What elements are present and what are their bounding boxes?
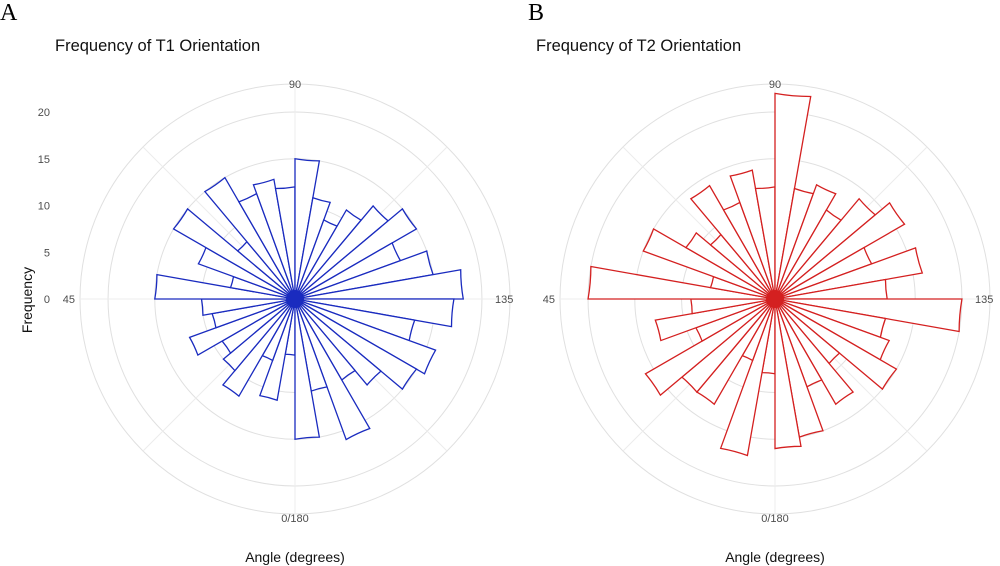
chart-title: Frequency of T1 Orientation (55, 37, 260, 55)
angle-tick-label: 135 (495, 294, 513, 306)
bar (684, 231, 776, 300)
bars (587, 92, 963, 457)
bar (774, 201, 906, 300)
panel-a: A Frequency of T1 Orientation 0 5 10 15 20 0… (0, 0, 513, 565)
radial-tick-label: 15 (38, 154, 50, 166)
angle-tick-label: 45 (543, 294, 555, 306)
bar (294, 298, 382, 386)
bar (222, 298, 296, 372)
radial-tick-labels: 0 5 10 15 20 (38, 107, 50, 306)
angle-tick-label: 90 (769, 79, 781, 91)
bar (203, 176, 296, 300)
angle-tick-label: 0/180 (761, 513, 789, 525)
panel-letter: A (0, 0, 18, 26)
bar (188, 298, 296, 357)
panel-letter: B (528, 0, 544, 26)
angle-tick-label: 45 (63, 294, 75, 306)
x-axis-title: Angle (degrees) (245, 549, 345, 565)
radial-tick-label: 10 (38, 201, 50, 213)
chart-title: Frequency of T2 Orientation (536, 37, 741, 55)
radial-tick-label: 20 (38, 107, 50, 119)
bar (294, 269, 465, 300)
bars (154, 158, 465, 441)
bar (172, 207, 296, 300)
bar (294, 298, 371, 441)
bar-center (766, 290, 784, 308)
angle-tick-label: 90 (289, 79, 301, 91)
bar (294, 207, 418, 300)
bar (774, 298, 802, 450)
bar (774, 183, 837, 300)
angle-tick-label: 0/180 (281, 513, 309, 525)
bar (642, 227, 776, 300)
bar (252, 178, 296, 300)
bar (221, 298, 296, 398)
bar (729, 169, 776, 300)
bar (644, 298, 776, 397)
radial-tick-label: 0 (44, 294, 50, 306)
bar (294, 298, 437, 375)
panel-b: B Frequency of T2 Orientation 0/180 45 90 1… (528, 0, 993, 565)
angle-tick-label: 135 (975, 294, 993, 306)
bar (294, 298, 321, 440)
angle-tick-labels: 0/180 45 90 135 (63, 79, 514, 525)
bar (294, 298, 418, 391)
bar-center (286, 290, 304, 308)
x-axis-title: Angle (degrees) (725, 549, 825, 565)
bar (654, 298, 776, 342)
bar (774, 246, 924, 300)
bar (774, 298, 855, 406)
angle-tick-labels: 0/180 45 90 135 (543, 79, 994, 525)
y-axis-title: Frequency (19, 267, 35, 333)
bar (689, 184, 776, 300)
bar (774, 298, 898, 391)
radial-tick-label: 5 (44, 247, 50, 259)
